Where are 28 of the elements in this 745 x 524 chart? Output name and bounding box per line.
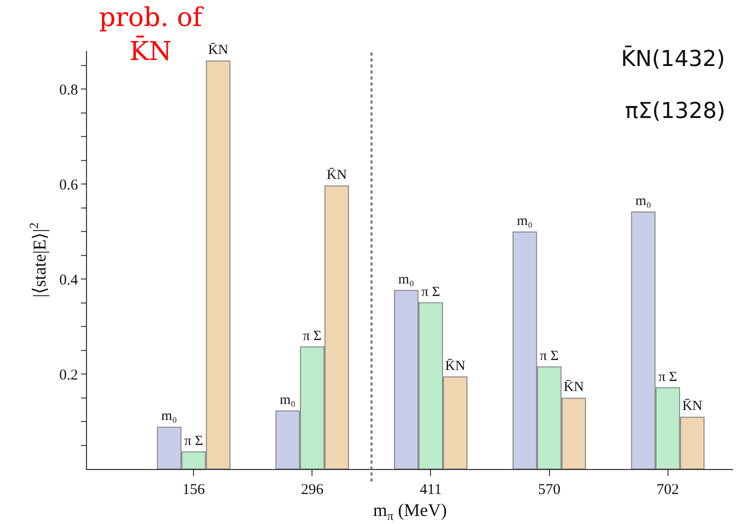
series-label: m₀ bbox=[161, 409, 178, 424]
x-tick-label: 702 bbox=[656, 482, 680, 498]
text: π Σ bbox=[421, 284, 440, 300]
text: K̄N bbox=[564, 380, 584, 396]
text: π Σ bbox=[540, 348, 559, 364]
y-tick-label: 0.4 bbox=[59, 272, 78, 288]
text: m₀ bbox=[398, 272, 414, 288]
text: K̄N bbox=[326, 168, 347, 183]
annotation: πΣ(1328) bbox=[625, 99, 726, 124]
text: K̄N bbox=[682, 399, 702, 414]
annotation: K̄N(1432) bbox=[621, 45, 726, 72]
text: m₀ bbox=[516, 214, 533, 229]
x-tick-label: 156 bbox=[182, 482, 206, 498]
annotation: prob. of K̄N bbox=[99, 3, 205, 67]
y-tick-label: 0.8 bbox=[59, 82, 78, 98]
text: π Σ bbox=[302, 328, 322, 344]
x-axis-title: m$_{π}$ (MeV) bbox=[373, 500, 447, 523]
text: π Σ bbox=[658, 370, 678, 385]
y-tick-label: 0.2 bbox=[59, 367, 78, 384]
text: m₀ bbox=[635, 194, 652, 210]
y-tick-label: 0.6 bbox=[59, 177, 78, 194]
series-label: π Σ bbox=[184, 434, 204, 449]
x-tick-label: 411 bbox=[420, 482, 442, 498]
series-label: K̄N bbox=[208, 42, 228, 58]
x-tick-label: 296 bbox=[300, 482, 324, 498]
text: K̄N bbox=[445, 358, 466, 374]
text: m₀ bbox=[280, 393, 296, 408]
x-tick-label: 570 bbox=[538, 482, 561, 498]
